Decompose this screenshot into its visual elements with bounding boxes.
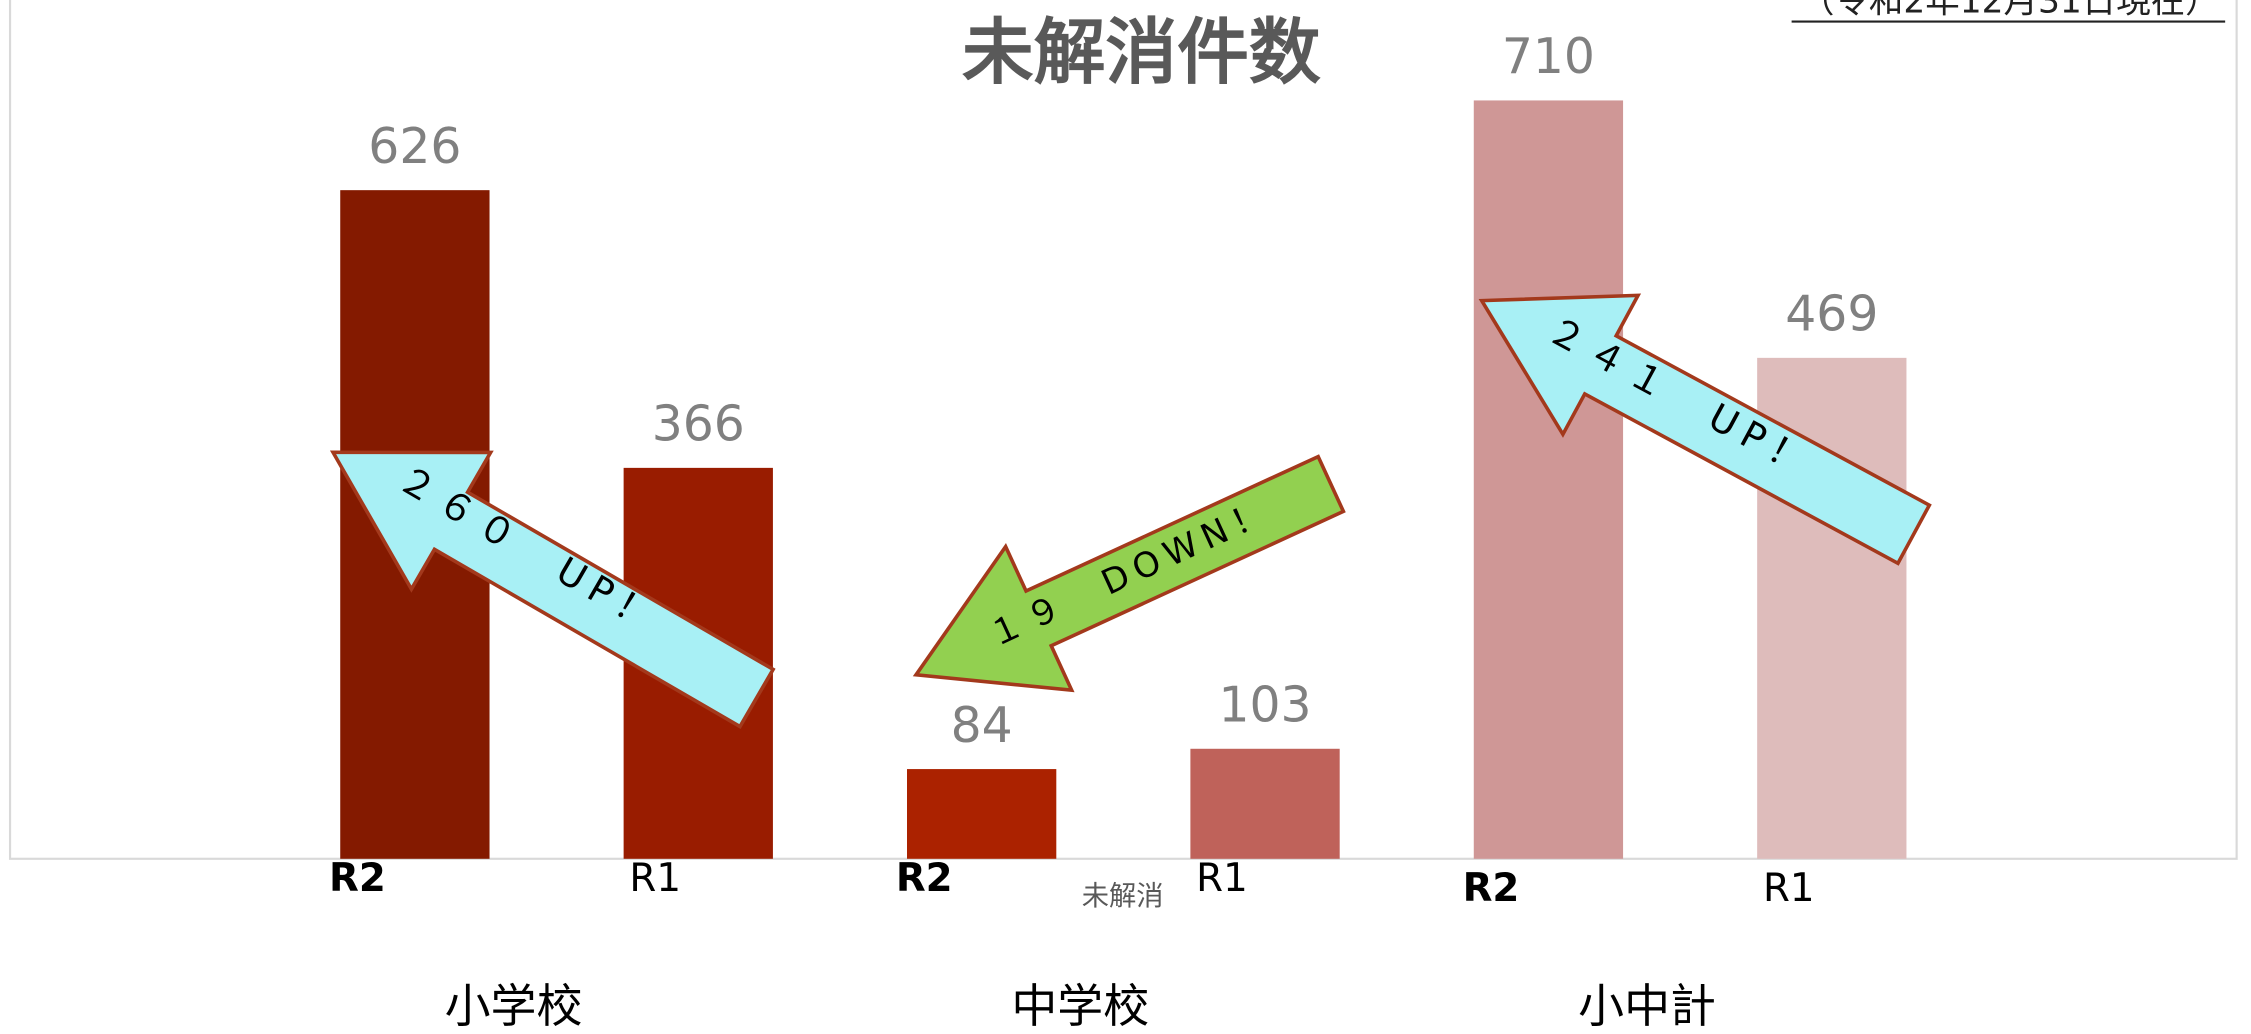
value-label: 84 [951,697,1013,754]
value-label: 103 [1218,677,1311,734]
value-label: 710 [1502,28,1595,85]
chart-title: 未解消件数 [962,10,1321,94]
note: （令和2年12月31日現在） [1800,0,2220,21]
x-tick-label: R1 [1763,866,1815,911]
group-label: 小学校 [445,979,583,1033]
bar [1473,100,1624,859]
arrow-label: １９ DOWN！ [982,490,1279,655]
value-label: 366 [652,396,745,453]
series-label: 未解消 [1082,881,1164,912]
x-tick-label: R1 [1196,856,1248,901]
arrow-shape [329,450,776,729]
group-label: 小中計 [1578,979,1716,1033]
plot-frame [8,0,2238,860]
x-tick-label: R2 [329,856,386,901]
group-label: 中学校 [1011,979,1149,1033]
x-tick-label: R2 [1463,866,1520,911]
x-tick-label: R1 [629,856,681,901]
arrow-shape [912,454,1346,693]
bar [1190,748,1340,859]
value-label: 469 [1785,286,1878,343]
bar [907,769,1057,859]
x-tick-label: R2 [896,856,953,901]
value-label: 626 [368,118,461,175]
arrow-shape [1478,293,1932,566]
